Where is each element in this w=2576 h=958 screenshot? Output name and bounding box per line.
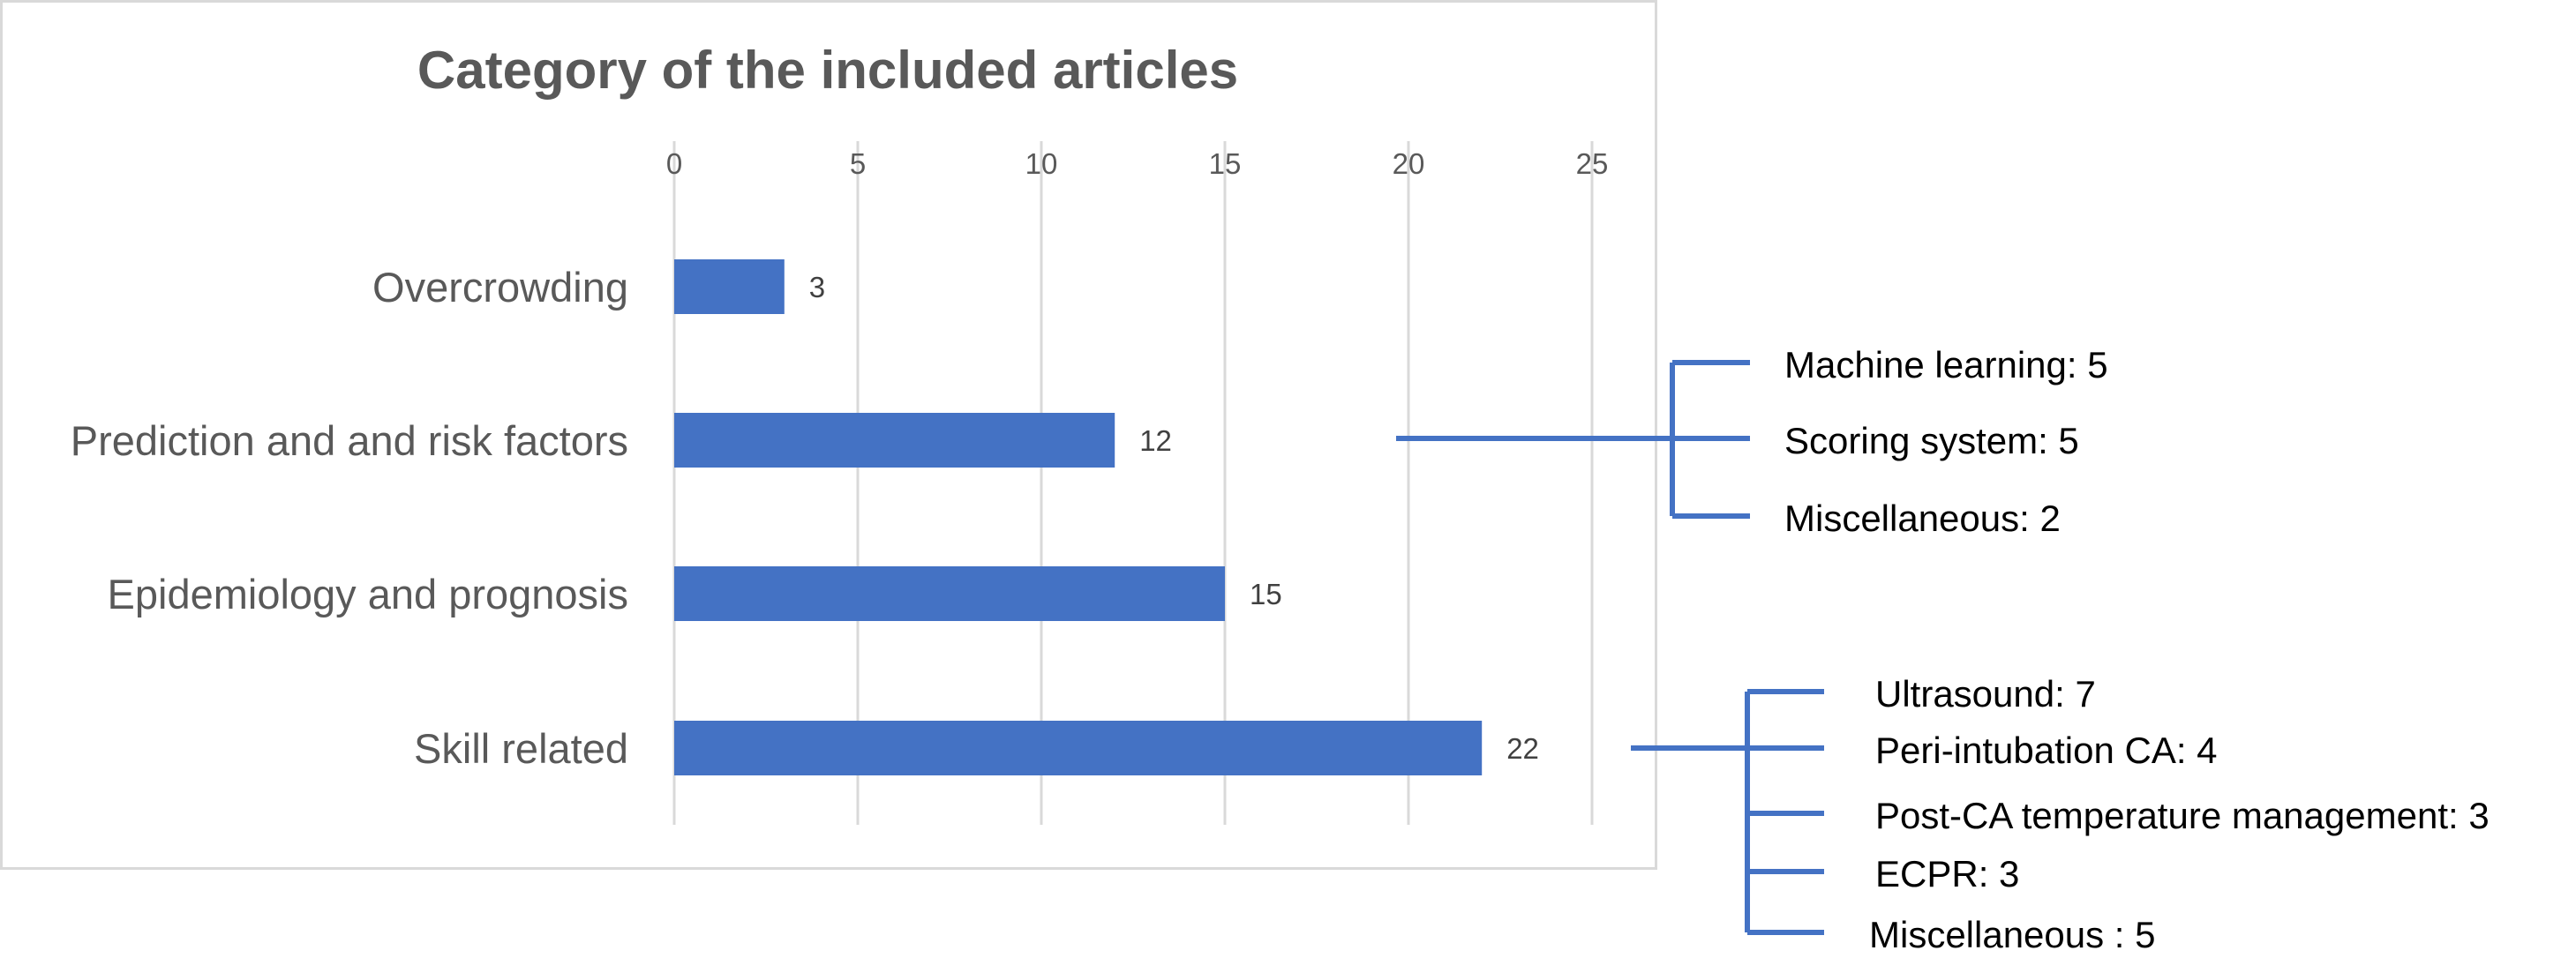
data-label-1: 3: [809, 271, 825, 303]
annotation-1-item-3: Miscellaneous: 2: [1784, 498, 2061, 539]
bar-2: [674, 413, 1115, 468]
category-labels: Overcrowding Prediction and and risk fact…: [71, 264, 628, 772]
x-tick-label-20: 20: [1393, 147, 1425, 180]
annotation-2-item-4: ECPR: 3: [1875, 853, 2019, 894]
chart-title: Category of the included articles: [417, 41, 1238, 100]
bar-1: [674, 259, 785, 314]
data-label-3: 15: [1250, 578, 1282, 610]
bar-4: [674, 721, 1483, 775]
subcategory-annotations: Machine learning: 5 Scoring system: 5 Misc…: [1396, 344, 2490, 955]
x-tick-label-15: 15: [1209, 147, 1242, 180]
annotation-2-item-1: Ultrasound: 7: [1875, 673, 2096, 715]
x-tick-label-25: 25: [1576, 147, 1609, 180]
annotation-2-item-2: Peri-intubation CA: 4: [1875, 730, 2218, 771]
annotation-2-item-3: Post-CA temperature management: 3: [1875, 795, 2490, 836]
data-labels: 3 12 15 22: [809, 271, 1539, 765]
category-label-2: Prediction and and risk factors: [71, 417, 628, 464]
data-label-2: 12: [1139, 424, 1172, 457]
annotation-2-item-5: Miscellaneous : 5: [1869, 914, 2156, 955]
x-axis-tick-labels: 0 5 10 15 20 25: [666, 147, 1609, 180]
x-tick-label-5: 5: [850, 147, 866, 180]
category-label-1: Overcrowding: [372, 264, 628, 311]
x-tick-label-0: 0: [666, 147, 682, 180]
category-label-4: Skill related: [414, 725, 628, 772]
data-label-4: 22: [1506, 732, 1539, 765]
annotation-1-item-2: Scoring system: 5: [1784, 420, 2079, 461]
category-label-3: Epidemiology and prognosis: [108, 571, 628, 617]
x-tick-label-10: 10: [1025, 147, 1058, 180]
gridlines: [672, 141, 1594, 825]
bar-3: [674, 566, 1225, 621]
annotation-1-item-1: Machine learning: 5: [1784, 344, 2108, 385]
bars: [674, 259, 1483, 775]
